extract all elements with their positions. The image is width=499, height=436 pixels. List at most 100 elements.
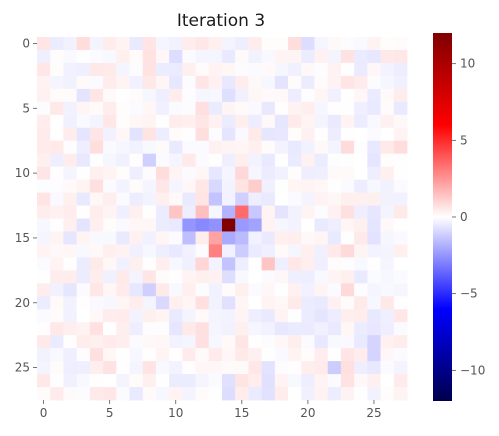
heatmap-cell <box>142 179 157 193</box>
heatmap-cell <box>367 101 381 116</box>
heatmap-cell <box>380 75 395 90</box>
heatmap-cell <box>301 101 315 116</box>
heatmap-cell <box>116 309 130 323</box>
heatmap-cell <box>155 101 170 116</box>
heatmap-cell <box>222 179 236 193</box>
heatmap-cell <box>314 270 329 284</box>
heatmap-cell <box>103 335 117 349</box>
heatmap-cell <box>354 218 368 232</box>
heatmap-cell <box>50 153 64 168</box>
chart-title: Iteration 3 <box>177 11 265 31</box>
heatmap-cell <box>393 348 408 362</box>
heatmap-cell <box>288 49 302 64</box>
heatmap-cell <box>393 296 408 310</box>
heatmap-cell <box>261 62 276 77</box>
heatmap-cell <box>37 140 51 155</box>
heatmap-cell <box>340 283 355 297</box>
heatmap-cell <box>393 127 408 142</box>
heatmap-cell <box>208 257 223 271</box>
heatmap-cell <box>222 335 236 349</box>
heatmap-cell <box>301 205 315 219</box>
heatmap-cell <box>393 270 408 284</box>
heatmap-cell <box>354 205 368 219</box>
heatmap-cell <box>103 88 117 103</box>
heatmap-cell <box>393 309 408 323</box>
heatmap-cell <box>340 114 355 129</box>
heatmap-cell <box>235 166 249 180</box>
heatmap-cell <box>327 387 342 401</box>
heatmap-cell <box>169 296 183 310</box>
heatmap-cell <box>380 218 395 232</box>
heatmap-cell <box>340 387 355 401</box>
heatmap-cell <box>314 49 329 64</box>
heatmap-cell <box>37 270 51 284</box>
heatmap-cell <box>367 62 381 77</box>
heatmap-cell <box>288 270 302 284</box>
heatmap-cell <box>89 166 104 180</box>
heatmap-cell <box>354 127 368 142</box>
heatmap-cell <box>222 322 236 336</box>
heatmap-cell <box>37 49 51 64</box>
heatmap-cell <box>50 88 64 103</box>
heatmap-cell <box>327 218 342 232</box>
heatmap-cell <box>195 257 210 271</box>
heatmap-cell <box>301 218 315 232</box>
heatmap-cell <box>63 335 78 349</box>
heatmap-cell <box>195 244 210 258</box>
y-tick-label: 10 <box>15 166 30 180</box>
heatmap-cell <box>367 374 381 388</box>
heatmap-cell <box>340 309 355 323</box>
heatmap-cell <box>37 387 51 401</box>
heatmap-cell <box>89 114 104 129</box>
heatmap-cell <box>182 283 196 297</box>
heatmap-cell <box>261 205 276 219</box>
heatmap-cell <box>142 296 157 310</box>
x-axis: 0 5 10 15 20 25 <box>40 400 382 420</box>
heatmap-cell <box>103 387 117 401</box>
heatmap-cell <box>301 62 315 77</box>
heatmap-cell <box>314 244 329 258</box>
heatmap-cell <box>261 140 276 155</box>
heatmap-cell <box>37 37 51 51</box>
heatmap-cell <box>261 75 276 90</box>
heatmap-cell <box>288 309 302 323</box>
heatmap-cell <box>155 374 170 388</box>
heatmap-cell <box>169 257 183 271</box>
heatmap-cell <box>182 192 196 206</box>
heatmap-cell <box>142 88 157 103</box>
heatmap-cell <box>354 335 368 349</box>
heatmap-cell <box>169 361 183 375</box>
heatmap-cell <box>340 153 355 168</box>
heatmap-cell <box>222 205 236 219</box>
heatmap-cell <box>354 257 368 271</box>
heatmap-cell <box>235 75 249 90</box>
heatmap-cell <box>182 179 196 193</box>
heatmap-cell <box>367 348 381 362</box>
heatmap-cell <box>155 283 170 297</box>
heatmap-cell <box>340 192 355 206</box>
heatmap-cell <box>169 88 183 103</box>
heatmap-cell <box>208 205 223 219</box>
heatmap-cell <box>354 75 368 90</box>
heatmap-cell <box>208 270 223 284</box>
heatmap-cell <box>50 231 64 245</box>
heatmap-cell <box>380 283 395 297</box>
heatmap-cell <box>222 140 236 155</box>
heatmap-cell <box>129 244 144 258</box>
heatmap-cell <box>274 62 289 77</box>
heatmap-cell <box>327 140 342 155</box>
heatmap-cell <box>261 153 276 168</box>
heatmap-cell <box>129 257 144 271</box>
heatmap-cell <box>195 88 210 103</box>
heatmap-cell <box>393 153 408 168</box>
heatmap-cell <box>169 153 183 168</box>
heatmap-cell <box>340 166 355 180</box>
heatmap-cell <box>37 361 51 375</box>
heatmap-cell <box>63 231 78 245</box>
y-tick-label: 20 <box>15 296 30 310</box>
heatmap-cell <box>50 127 64 142</box>
heatmap-cell <box>89 309 104 323</box>
heatmap-cell <box>248 374 263 388</box>
heatmap-cell <box>367 244 381 258</box>
heatmap-cell <box>89 257 104 271</box>
